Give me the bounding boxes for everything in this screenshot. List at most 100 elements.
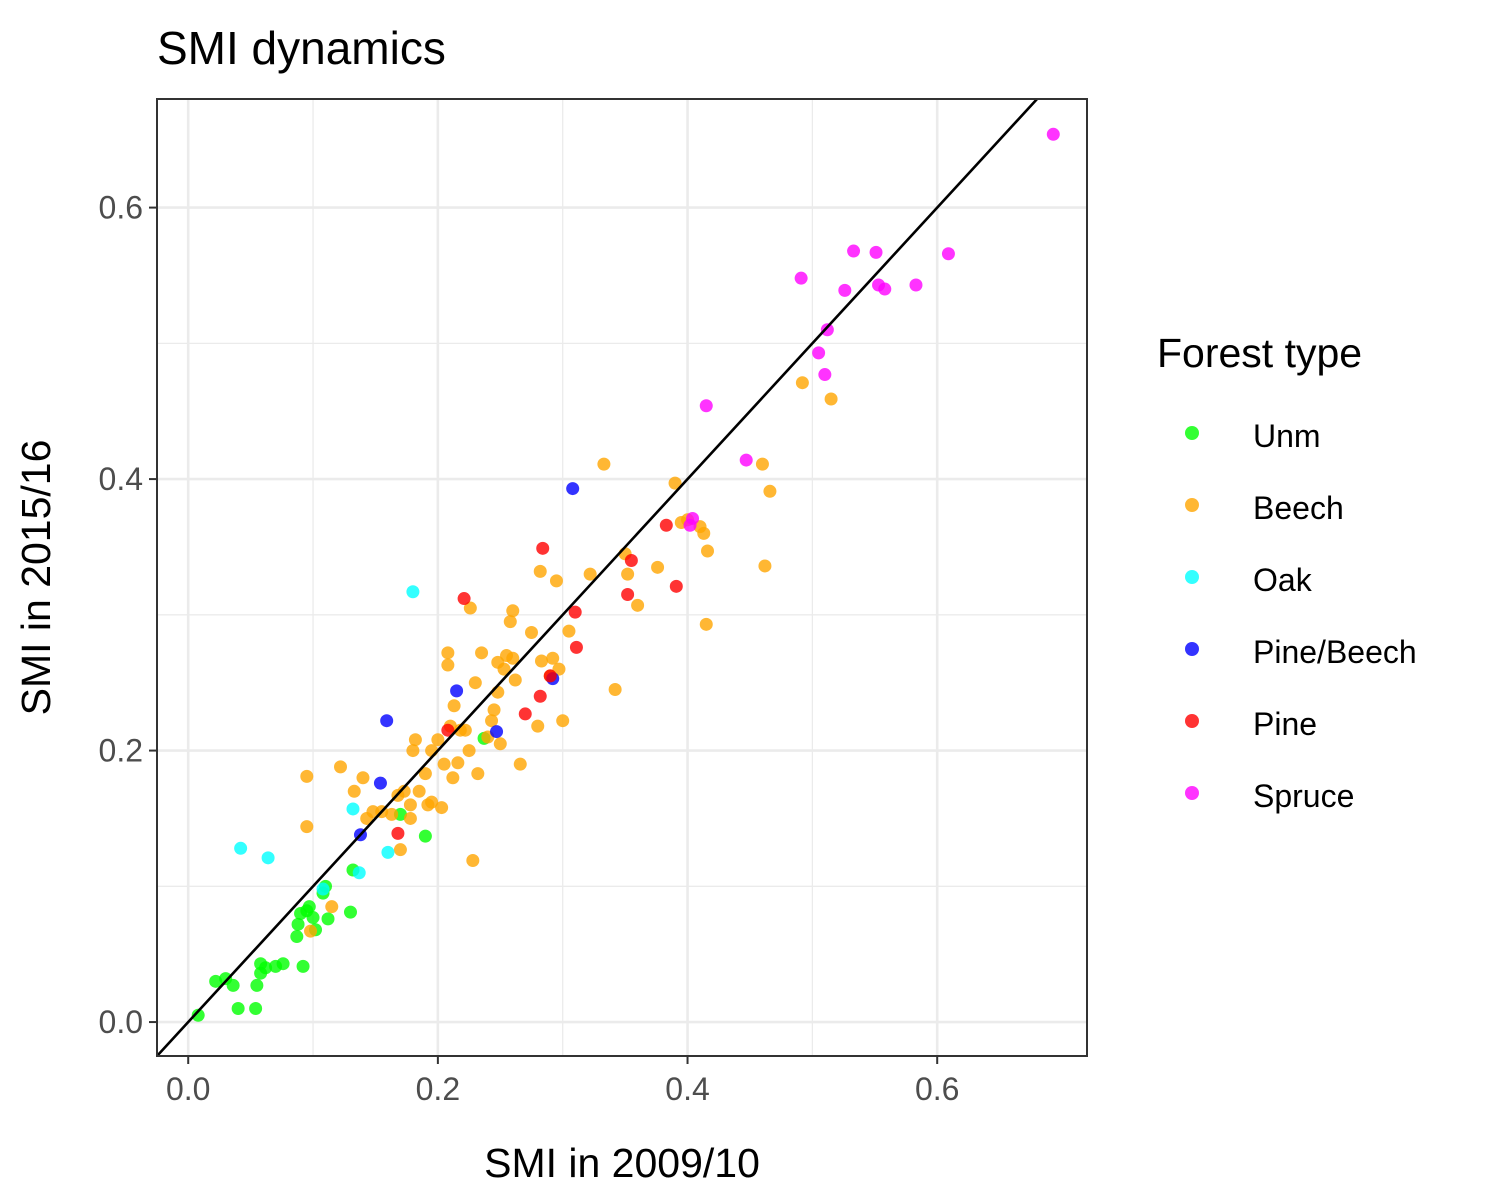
point-beech — [621, 567, 635, 581]
point-beech — [408, 733, 422, 747]
point-beech — [393, 843, 407, 857]
point-beech — [583, 567, 597, 581]
point-beech — [300, 769, 314, 783]
point-beech — [513, 757, 527, 771]
point-pine-beech — [380, 714, 394, 728]
point-beech — [506, 604, 520, 618]
point-beech — [668, 476, 682, 490]
point-beech — [556, 714, 570, 728]
point-unm — [321, 912, 335, 926]
point-beech — [824, 392, 838, 406]
point-beech — [441, 658, 455, 672]
point-beech — [506, 651, 520, 665]
point-beech — [758, 559, 772, 573]
major-gridlines — [157, 99, 1087, 1056]
point-beech — [471, 767, 485, 781]
point-beech — [533, 564, 547, 578]
point-beech — [406, 744, 420, 758]
point-unm — [249, 1001, 263, 1015]
point-beech — [446, 771, 460, 785]
legend-label-beech: Beech — [1253, 490, 1344, 526]
point-pine — [441, 723, 455, 737]
y-tick-label: 0.4 — [99, 461, 143, 497]
y-tick-label: 0.0 — [99, 1004, 143, 1040]
chart-title: SMI dynamics — [157, 22, 446, 74]
legend-key-pine — [1185, 714, 1199, 728]
point-beech — [631, 598, 645, 612]
point-pine — [391, 826, 405, 840]
legend-key-beech — [1185, 498, 1199, 512]
point-unm — [291, 917, 305, 931]
legend-label-pine: Pine — [1253, 706, 1317, 742]
point-unm — [231, 1001, 245, 1015]
point-spruce — [847, 244, 861, 258]
x-axis: 0.0 0.2 0.4 0.6 — [166, 1056, 959, 1107]
point-beech — [403, 811, 417, 825]
identity-line-group — [156, 98, 1039, 1057]
point-pine — [569, 640, 583, 654]
legend-items: Unm Beech Oak Pine/Beech Pine Spruce — [1185, 418, 1417, 814]
point-beech — [418, 767, 432, 781]
point-unm — [259, 961, 273, 975]
point-beech — [763, 484, 777, 498]
point-beech — [441, 646, 455, 660]
point-unm — [306, 911, 320, 925]
identity-line — [156, 98, 1039, 1057]
point-spruce — [869, 245, 883, 259]
legend-key-spruce — [1185, 786, 1199, 800]
point-beech — [462, 744, 476, 758]
point-beech — [755, 457, 769, 471]
point-beech — [493, 737, 507, 751]
legend-label-unm: Unm — [1253, 418, 1321, 454]
point-unm — [418, 829, 432, 843]
panel-border — [156, 98, 1088, 1057]
point-pine — [518, 707, 532, 721]
legend-key-pine-beech — [1185, 642, 1199, 656]
point-beech — [468, 676, 482, 690]
point-beech — [300, 820, 314, 834]
point-unm — [209, 974, 223, 988]
x-tick-label: 0.0 — [166, 1071, 210, 1107]
point-unm — [290, 930, 304, 944]
legend-label-oak: Oak — [1253, 562, 1313, 598]
point-unm — [343, 905, 357, 919]
point-beech — [699, 617, 713, 631]
y-axis: 0.0 0.2 0.4 0.6 — [99, 190, 157, 1040]
point-pine — [669, 579, 683, 593]
point-beech — [531, 719, 545, 733]
point-pine — [568, 605, 582, 619]
point-beech — [475, 646, 489, 660]
point-spruce — [909, 278, 923, 292]
point-pine — [621, 587, 635, 601]
point-beech — [435, 801, 449, 815]
point-beech — [546, 651, 560, 665]
point-beech — [487, 703, 501, 717]
point-beech — [447, 699, 461, 713]
point-pine — [624, 554, 638, 568]
data-points — [191, 127, 1060, 1022]
point-unm — [250, 978, 264, 992]
point-spruce — [818, 368, 832, 382]
point-beech — [463, 601, 477, 615]
legend-label-pine-beech: Pine/Beech — [1253, 634, 1417, 670]
point-pine-beech — [450, 684, 464, 698]
point-pine — [659, 518, 673, 532]
point-spruce — [686, 511, 700, 525]
point-oak — [261, 851, 275, 865]
plot-panel — [156, 98, 1088, 1057]
point-beech — [524, 625, 538, 639]
point-unm — [296, 959, 310, 973]
x-tick-label: 0.4 — [665, 1071, 709, 1107]
point-beech — [562, 624, 576, 638]
point-beech — [458, 723, 472, 737]
point-beech — [503, 615, 517, 629]
y-tick-label: 0.6 — [99, 190, 143, 226]
point-pine — [457, 592, 471, 606]
point-oak — [352, 866, 366, 880]
legend-title: Forest type — [1157, 330, 1362, 376]
panel-background — [157, 99, 1087, 1056]
x-axis-title: SMI in 2009/10 — [484, 1140, 760, 1186]
point-beech — [356, 771, 370, 785]
point-pine-beech — [490, 725, 504, 739]
